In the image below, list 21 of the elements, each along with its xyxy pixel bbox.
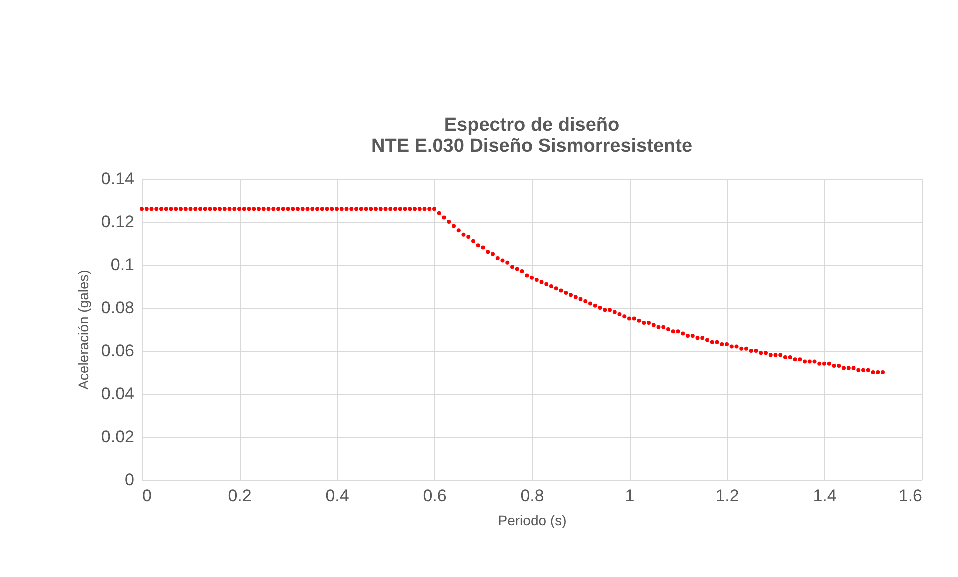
y-tick-label: 0.1 — [110, 256, 134, 274]
x-tick-label: 0.8 — [520, 486, 544, 506]
y-tick-label: 0.08 — [101, 298, 134, 318]
x-tick-label: 0.4 — [326, 486, 350, 506]
y-tick-label: 0.02 — [101, 428, 134, 446]
x-tick-label: 0 — [142, 486, 152, 506]
y-tick-label: 0.04 — [101, 384, 134, 404]
x-tick-label: 1 — [625, 486, 635, 506]
x-axis-title: Periodo (s) — [498, 512, 567, 528]
chart-subtitle: NTE E.030 Diseño Sismorresistente — [371, 136, 693, 157]
y-tick-label: 0.06 — [101, 342, 134, 360]
x-tick-label: 1.6 — [898, 486, 922, 506]
x-tick-label: 1.4 — [813, 486, 837, 506]
x-tick-label: 1.2 — [716, 486, 740, 506]
chart-title: Espectro de diseño — [444, 115, 620, 136]
y-tick-label: 0 — [125, 470, 134, 490]
x-tick-label: 0.2 — [228, 486, 252, 506]
y-tick-label: 0.12 — [101, 212, 134, 232]
y-axis-title: Aceleración (gales) — [75, 270, 92, 390]
y-tick-label: 0.14 — [101, 170, 134, 188]
x-tick-label: 0.6 — [423, 486, 447, 506]
